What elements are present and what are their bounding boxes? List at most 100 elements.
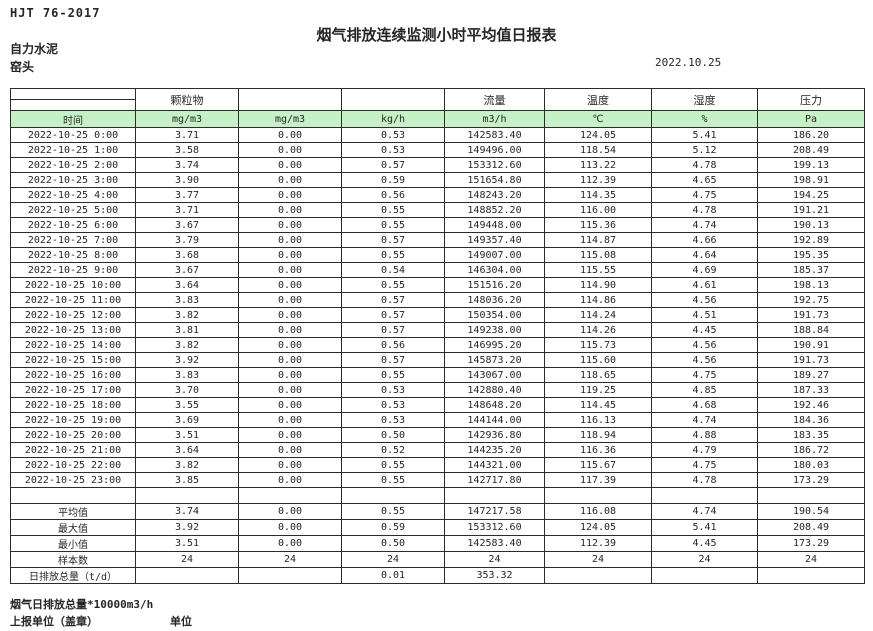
- value-cell: 0.55: [341, 247, 445, 263]
- value-cell: 142583.40: [444, 127, 545, 143]
- value-cell: 199.13: [757, 157, 865, 173]
- summary-value-cell: 4.45: [651, 535, 758, 552]
- value-cell: 0.55: [341, 457, 445, 473]
- value-cell: 0.57: [341, 322, 445, 338]
- value-cell: 0.55: [341, 472, 445, 488]
- table-row: 2022-10-25 21:00 3.64 0.00 0.52 144235.20 116…: [10, 442, 865, 458]
- table-row: 2022-10-25 17:00 3.70 0.00 0.53 142880.40 119…: [10, 382, 865, 398]
- value-cell: 148852.20: [444, 202, 545, 218]
- value-cell: 115.08: [544, 247, 652, 263]
- time-cell: 2022-10-25 11:00: [10, 292, 136, 308]
- value-cell: 5.41: [651, 127, 758, 143]
- value-cell: 0.53: [341, 142, 445, 158]
- unit-cell: mg/m3: [238, 110, 342, 128]
- table-row: 2022-10-25 2:00 3.74 0.00 0.57 153312.60 113.…: [10, 157, 865, 173]
- value-cell: 114.86: [544, 292, 652, 308]
- time-cell: 2022-10-25 12:00: [10, 307, 136, 323]
- value-cell: 114.90: [544, 277, 652, 293]
- summary-value-cell: 24: [651, 551, 758, 568]
- value-cell: 112.39: [544, 172, 652, 188]
- value-cell: 191.21: [757, 202, 865, 218]
- unit-cell: m3/h: [444, 110, 545, 128]
- value-cell: 4.56: [651, 352, 758, 368]
- value-cell: 0.53: [341, 397, 445, 413]
- value-cell: 124.05: [544, 127, 652, 143]
- summary-label-cell: 日排放总量（t/d）: [10, 567, 136, 584]
- summary-value-cell: 353.32: [444, 567, 545, 584]
- time-cell: 2022-10-25 21:00: [10, 442, 136, 458]
- footer-unit-label: 单位: [170, 615, 192, 628]
- table-row: 2022-10-25 14:00 3.82 0.00 0.56 146995.20 115…: [10, 337, 865, 353]
- value-cell: 0.00: [238, 397, 342, 413]
- value-cell: 191.73: [757, 307, 865, 323]
- value-cell: 0.00: [238, 247, 342, 263]
- value-cell: 4.74: [651, 217, 758, 233]
- table-row: 2022-10-25 23:00 3.85 0.00 0.55 142717.80 117…: [10, 472, 865, 488]
- value-cell: 3.71: [135, 127, 239, 143]
- table-row: 2022-10-25 7:00 3.79 0.00 0.57 149357.40 114.…: [10, 232, 865, 248]
- summary-value-cell: 116.08: [544, 503, 652, 520]
- value-cell: 0.00: [238, 442, 342, 458]
- summary-value-cell: 142583.40: [444, 535, 545, 552]
- time-cell: 2022-10-25 16:00: [10, 367, 136, 383]
- summary-value-cell: 24: [544, 551, 652, 568]
- empty-cell: [544, 487, 652, 504]
- time-cell: 2022-10-25 5:00: [10, 202, 136, 218]
- summary-value-cell: 0.00: [238, 535, 342, 552]
- unit-cell: mg/m3: [135, 110, 239, 128]
- value-cell: 119.25: [544, 382, 652, 398]
- value-cell: 4.56: [651, 337, 758, 353]
- time-cell: 2022-10-25 13:00: [10, 322, 136, 338]
- units-row: 时间 mg/m3 mg/m3 kg/h m3/h ℃ % Pa: [10, 110, 865, 128]
- value-cell: 3.83: [135, 292, 239, 308]
- value-cell: 192.89: [757, 232, 865, 248]
- value-cell: 142936.80: [444, 427, 545, 443]
- value-cell: 3.71: [135, 202, 239, 218]
- table-row: 2022-10-25 3:00 3.90 0.00 0.59 151654.80 112.…: [10, 172, 865, 188]
- value-cell: 114.45: [544, 397, 652, 413]
- value-cell: 192.46: [757, 397, 865, 413]
- table-row: 2022-10-25 20:00 3.51 0.00 0.50 142936.80 118…: [10, 427, 865, 443]
- time-cell: 2022-10-25 1:00: [10, 142, 136, 158]
- value-cell: 0.00: [238, 352, 342, 368]
- summary-label-cell: 样本数: [10, 551, 136, 568]
- value-cell: 0.57: [341, 157, 445, 173]
- time-cell: 2022-10-25 10:00: [10, 277, 136, 293]
- summary-row: 样本数 24 24 24 24 24 24 24: [10, 551, 865, 568]
- value-cell: 146304.00: [444, 262, 545, 278]
- time-cell: 2022-10-25 22:00: [10, 457, 136, 473]
- table-row: 2022-10-25 16:00 3.83 0.00 0.55 143067.00 118…: [10, 367, 865, 383]
- value-cell: 142880.40: [444, 382, 545, 398]
- value-cell: 3.64: [135, 442, 239, 458]
- value-cell: 0.00: [238, 187, 342, 203]
- value-cell: 4.75: [651, 367, 758, 383]
- value-cell: 117.39: [544, 472, 652, 488]
- report-date: 2022.10.25: [655, 56, 722, 69]
- value-cell: 0.53: [341, 127, 445, 143]
- value-cell: 4.79: [651, 442, 758, 458]
- value-cell: 114.35: [544, 187, 652, 203]
- value-cell: 190.91: [757, 337, 865, 353]
- value-cell: 4.66: [651, 232, 758, 248]
- summary-value-cell: 0.00: [238, 519, 342, 536]
- value-cell: 3.67: [135, 262, 239, 278]
- time-cell: 2022-10-25 14:00: [10, 337, 136, 353]
- value-cell: 3.55: [135, 397, 239, 413]
- value-cell: 115.67: [544, 457, 652, 473]
- value-cell: 0.56: [341, 337, 445, 353]
- value-cell: 0.00: [238, 262, 342, 278]
- table-row: 2022-10-25 15:00 3.92 0.00 0.57 145873.20 115…: [10, 352, 865, 368]
- value-cell: 0.57: [341, 307, 445, 323]
- summary-value-cell: 24: [757, 551, 865, 568]
- value-cell: 149448.00: [444, 217, 545, 233]
- time-cell: 2022-10-25 0:00: [10, 127, 136, 143]
- value-cell: 180.03: [757, 457, 865, 473]
- value-cell: 0.00: [238, 472, 342, 488]
- summary-value-cell: 24: [444, 551, 545, 568]
- footer-note: 烟气日排放总量*10000m3/h: [10, 598, 154, 611]
- summary-value-cell: 0.00: [238, 503, 342, 520]
- value-cell: 0.54: [341, 262, 445, 278]
- value-cell: 0.00: [238, 157, 342, 173]
- value-cell: 4.88: [651, 427, 758, 443]
- summary-value-cell: 3.74: [135, 503, 239, 520]
